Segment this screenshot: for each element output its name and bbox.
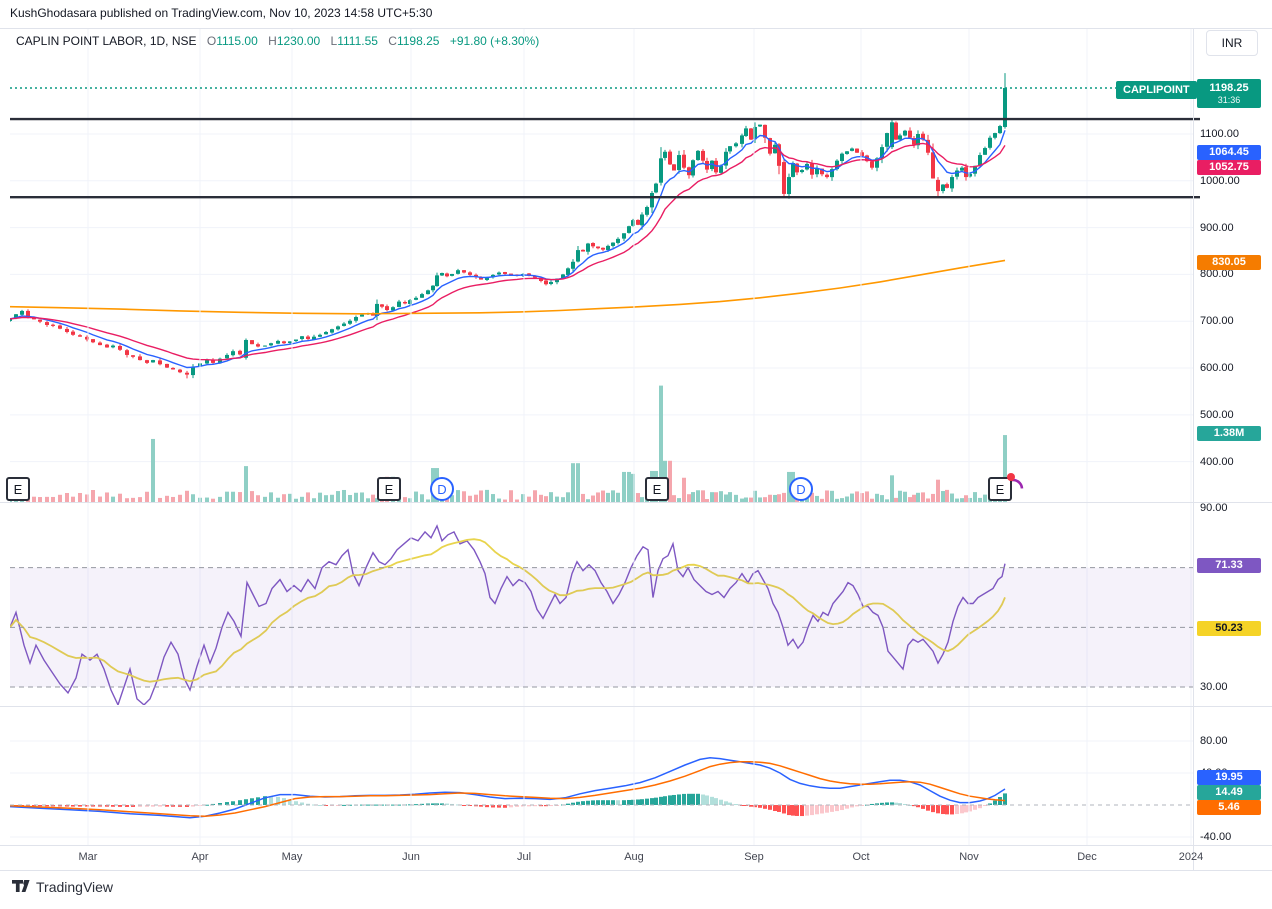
macd-hist-label: 14.49 (1197, 785, 1261, 800)
sma-long-label: 830.05 (1197, 255, 1261, 270)
svg-text:D: D (796, 482, 805, 497)
time-axis-label: 2024 (1178, 851, 1204, 863)
price-tick: 700.00 (1200, 315, 1234, 328)
price-tick: 900.00 (1200, 221, 1234, 234)
time-axis-label: Nov (959, 851, 979, 863)
price-tick: 800.00 (1200, 268, 1234, 281)
low-value: 1111.55 (337, 34, 378, 48)
rsi-label: 71.33 (1197, 558, 1261, 573)
tradingview-logo[interactable]: TradingView (12, 879, 113, 895)
high-prefix: H (268, 34, 277, 48)
symbol-price-tag: CAPLIPOINT (1116, 81, 1197, 99)
open-prefix: O (206, 34, 217, 48)
macd-signal-label: 5.46 (1197, 800, 1261, 815)
last-price-badge: 1198.25 31:36 (1197, 79, 1261, 108)
time-axis-label: Jul (516, 851, 532, 863)
earnings-marker[interactable]: E (645, 477, 669, 501)
symbol-title: CAPLIN POINT LABOR, 1D, NSE (16, 34, 197, 48)
svg-text:E: E (653, 482, 662, 497)
macd-tick: -40.00 (1200, 831, 1232, 843)
volume-label: 1.38M (1197, 426, 1261, 441)
dividend-marker[interactable]: D (789, 477, 813, 501)
price-tick: 1000.00 (1200, 174, 1240, 187)
price-tick: 400.00 (1200, 455, 1234, 468)
svg-text:E: E (14, 482, 23, 497)
time-axis-label: Apr (191, 851, 209, 863)
earnings-marker[interactable]: E (377, 477, 401, 501)
published-header: KushGhodasara published on TradingView.c… (10, 6, 433, 20)
rsi-ma-label: 50.23 (1197, 621, 1261, 636)
price-tick: 1100.00 (1200, 128, 1239, 140)
time-axis-label: Oct (852, 851, 870, 863)
tradingview-logo-icon (12, 879, 30, 892)
earnings-marker[interactable]: E (988, 473, 1024, 501)
time-axis-label: Mar (78, 851, 98, 863)
close-value: 1198.25 (396, 34, 440, 48)
svg-text:E: E (385, 482, 394, 497)
ema-slow-label: 1052.75 (1197, 160, 1261, 175)
macd-tick: 80.00 (1200, 735, 1228, 747)
price-tick: 600.00 (1200, 362, 1234, 375)
dividend-marker[interactable]: D (430, 477, 454, 501)
time-axis-label: Jun (402, 851, 420, 863)
earnings-marker[interactable]: E (6, 477, 30, 501)
rsi-tick: 30.00 (1200, 680, 1228, 693)
price-tick: 500.00 (1200, 408, 1234, 421)
time-axis-label: Sep (744, 851, 764, 863)
change-value: +91.80 (+8.30%) (449, 34, 540, 48)
svg-text:D: D (437, 482, 446, 497)
rsi-tick: 90.00 (1200, 502, 1228, 514)
tradingview-logo-text: TradingView (36, 879, 114, 895)
ema-fast-label: 1064.45 (1197, 145, 1261, 160)
currency-button[interactable]: INR (1206, 30, 1258, 56)
time-axis-label: Aug (624, 851, 644, 863)
macd-line-label: 19.95 (1197, 770, 1261, 785)
high-value: 1230.00 (276, 34, 321, 48)
svg-text:E: E (996, 482, 1005, 497)
symbol-legend[interactable]: CAPLIN POINT LABOR, 1D, NSE O1115.00 H12… (16, 34, 539, 48)
open-value: 1115.00 (216, 34, 258, 48)
time-axis-label: May (281, 851, 303, 863)
low-prefix: L (330, 34, 338, 48)
close-prefix: C (388, 34, 397, 48)
time-axis-label: Dec (1077, 851, 1097, 863)
